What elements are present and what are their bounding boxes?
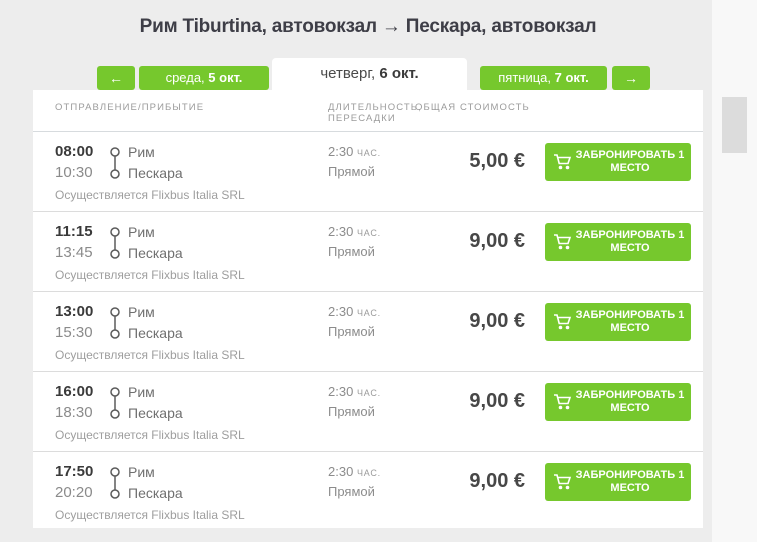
book-seat-button[interactable]: ЗАБРОНИРОВАТЬ 1 МЕСТО bbox=[545, 463, 691, 501]
book-seat-button[interactable]: ЗАБРОНИРОВАТЬ 1 МЕСТО bbox=[545, 223, 691, 261]
book-button-label: ЗАБРОНИРОВАТЬ 1 МЕСТО bbox=[575, 309, 685, 334]
cart-icon bbox=[554, 474, 572, 490]
book-button-label: ЗАБРОНИРОВАТЬ 1 МЕСТО bbox=[575, 469, 685, 494]
route-stops-icon bbox=[110, 387, 120, 419]
cart-icon bbox=[554, 154, 572, 170]
trip-duration: 2:30 час. bbox=[328, 224, 381, 239]
book-seat-button[interactable]: ЗАБРОНИРОВАТЬ 1 МЕСТО bbox=[545, 383, 691, 421]
transfer-info: Прямой bbox=[328, 484, 375, 499]
prev-day-button[interactable]: ← bbox=[97, 66, 135, 90]
trip-row: 08:00 10:30 Рим Пескара 2:30 час. Прямой… bbox=[33, 132, 703, 212]
operator-info: Осуществляется Flixbus Italia SRL bbox=[55, 508, 245, 522]
departure-time: 17:50 bbox=[55, 463, 94, 480]
tab-date-label: 6 окт. bbox=[379, 65, 419, 82]
origin-stop: Рим bbox=[128, 304, 155, 320]
arrow-right-icon: → bbox=[624, 70, 638, 86]
trip-row: 13:00 15:30 Рим Пескара 2:30 час. Прямой… bbox=[33, 292, 703, 372]
transfer-info: Прямой bbox=[328, 164, 375, 179]
operator-info: Осуществляется Flixbus Italia SRL bbox=[55, 188, 245, 202]
tab-day-label: пятница, bbox=[498, 70, 551, 85]
origin-stop: Рим bbox=[128, 224, 155, 240]
arrival-time: 20:20 bbox=[55, 484, 93, 501]
route-stops-icon bbox=[110, 467, 120, 499]
trip-price: 5,00 € bbox=[469, 150, 525, 172]
book-seat-button[interactable]: ЗАБРОНИРОВАТЬ 1 МЕСТО bbox=[545, 143, 691, 181]
tab-friday[interactable]: пятница, 7 окт. bbox=[480, 66, 607, 90]
route-stops-icon bbox=[110, 147, 120, 179]
destination-stop: Пескара bbox=[128, 485, 183, 501]
departure-time: 11:15 bbox=[55, 223, 93, 240]
route-stops-icon bbox=[110, 307, 120, 339]
book-button-label: ЗАБРОНИРОВАТЬ 1 МЕСТО bbox=[575, 229, 685, 254]
scrollbar-track bbox=[712, 0, 757, 542]
destination-stop: Пескара bbox=[128, 325, 183, 341]
route-stops-icon bbox=[110, 227, 120, 259]
page-title: Рим Tiburtina, автовокзал → Пескара, авт… bbox=[139, 16, 597, 37]
tab-thursday-active[interactable]: четверг, 6 окт. bbox=[272, 58, 467, 92]
arrival-time: 13:45 bbox=[55, 244, 93, 261]
cart-icon bbox=[554, 234, 572, 250]
trip-price: 9,00 € bbox=[469, 470, 525, 492]
column-header-total-cost: ОБЩАЯ СТОИМОСТЬ bbox=[415, 102, 530, 113]
book-button-label: ЗАБРОНИРОВАТЬ 1 МЕСТО bbox=[575, 149, 685, 174]
book-seat-button[interactable]: ЗАБРОНИРОВАТЬ 1 МЕСТО bbox=[545, 303, 691, 341]
trip-row: 17:50 20:20 Рим Пескара 2:30 час. Прямой… bbox=[33, 452, 703, 528]
arrival-time: 18:30 bbox=[55, 404, 93, 421]
table-header-row: ОТПРАВЛЕНИЕ/ПРИБЫТИЕ ДЛИТЕЛЬНОСТЬ, ПЕРЕС… bbox=[33, 90, 703, 132]
operator-info: Осуществляется Flixbus Italia SRL bbox=[55, 428, 245, 442]
tab-wednesday[interactable]: среда, 5 окт. bbox=[139, 66, 269, 90]
trip-duration: 2:30 час. bbox=[328, 144, 381, 159]
trip-row: 11:15 13:45 Рим Пескара 2:30 час. Прямой… bbox=[33, 212, 703, 292]
departure-time: 16:00 bbox=[55, 383, 94, 400]
transfer-info: Прямой bbox=[328, 244, 375, 259]
trip-duration: 2:30 час. bbox=[328, 384, 381, 399]
trip-row: 16:00 18:30 Рим Пескара 2:30 час. Прямой… bbox=[33, 372, 703, 452]
destination-stop: Пескара bbox=[128, 165, 183, 181]
trip-duration: 2:30 час. bbox=[328, 304, 381, 319]
cart-icon bbox=[554, 314, 572, 330]
tab-day-label: среда, bbox=[165, 70, 205, 85]
column-header-duration-transfers: ДЛИТЕЛЬНОСТЬ, ПЕРЕСАДКИ bbox=[328, 102, 422, 124]
destination-stop: Пескара bbox=[128, 405, 183, 421]
column-header-departure-arrival: ОТПРАВЛЕНИЕ/ПРИБЫТИЕ bbox=[55, 102, 205, 113]
trip-duration: 2:30 час. bbox=[328, 464, 381, 479]
cart-icon bbox=[554, 394, 572, 410]
book-button-label: ЗАБРОНИРОВАТЬ 1 МЕСТО bbox=[575, 389, 685, 414]
operator-info: Осуществляется Flixbus Italia SRL bbox=[55, 348, 245, 362]
arrow-left-icon: ← bbox=[109, 70, 123, 86]
tab-date-label: 7 окт. bbox=[554, 70, 589, 85]
tab-date-label: 5 окт. bbox=[208, 70, 243, 85]
next-day-button[interactable]: → bbox=[612, 66, 650, 90]
arrival-time: 15:30 bbox=[55, 324, 93, 341]
transfer-info: Прямой bbox=[328, 404, 375, 419]
transfer-info: Прямой bbox=[328, 324, 375, 339]
origin-stop: Рим bbox=[128, 384, 155, 400]
trip-price: 9,00 € bbox=[469, 230, 525, 252]
departure-time: 13:00 bbox=[55, 303, 94, 320]
results-panel: ОТПРАВЛЕНИЕ/ПРИБЫТИЕ ДЛИТЕЛЬНОСТЬ, ПЕРЕС… bbox=[33, 90, 703, 528]
origin-stop: Рим bbox=[128, 464, 155, 480]
destination-stop: Пескара bbox=[128, 245, 183, 261]
tab-day-label: четверг, bbox=[320, 65, 376, 82]
operator-info: Осуществляется Flixbus Italia SRL bbox=[55, 268, 245, 282]
arrival-time: 10:30 bbox=[55, 164, 93, 181]
trip-price: 9,00 € bbox=[469, 390, 525, 412]
origin-stop: Рим bbox=[128, 144, 155, 160]
departure-time: 08:00 bbox=[55, 143, 94, 160]
scrollbar-thumb[interactable] bbox=[722, 97, 747, 153]
trip-price: 9,00 € bbox=[469, 310, 525, 332]
